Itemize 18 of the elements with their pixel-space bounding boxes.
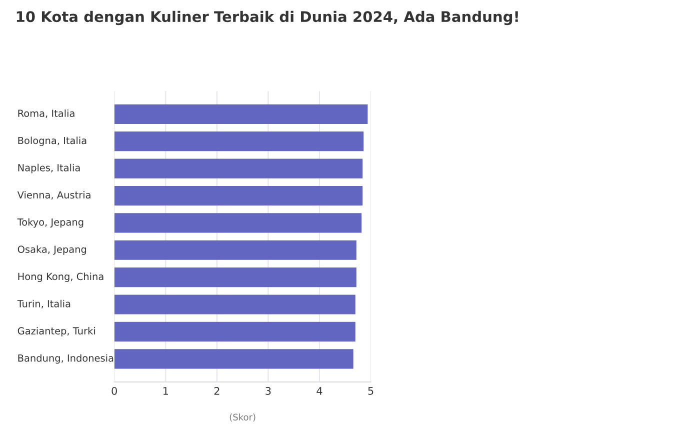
y-tick-label: Turin, Italia — [17, 300, 70, 308]
y-tick-label: Naples, Italia — [18, 164, 80, 174]
x-tick-label: 1 — [163, 387, 168, 395]
x-tick-label: 3 — [266, 386, 271, 395]
x-tick-label: 2 — [214, 386, 220, 395]
y-tick-label: Bandung, Indonesia — [18, 354, 114, 364]
y-tick-label: Roma, Italia — [18, 109, 74, 118]
y-tick-label: Bologna, Italia — [18, 136, 86, 146]
y-tick-label: Hong Kong, China — [18, 272, 104, 282]
y-tick-label: Vienna, Austria — [17, 191, 90, 200]
y-tick-label: Osaka, Jepang — [18, 245, 86, 255]
y-tick-label: Gaziantep, Turki — [18, 327, 95, 336]
y-tick-label: Tokyo, Jepang — [17, 218, 84, 228]
x-tick-label: 4 — [316, 387, 322, 395]
chart-title: 10 Kota dengan Kuliner Terbaik di Dunia 2024, Ada Bandung! — [16, 10, 518, 26]
x-tick-label: 0 — [112, 386, 117, 395]
x-axis-title: (Skor) — [230, 414, 256, 422]
x-tick-label: 5 — [368, 387, 374, 395]
